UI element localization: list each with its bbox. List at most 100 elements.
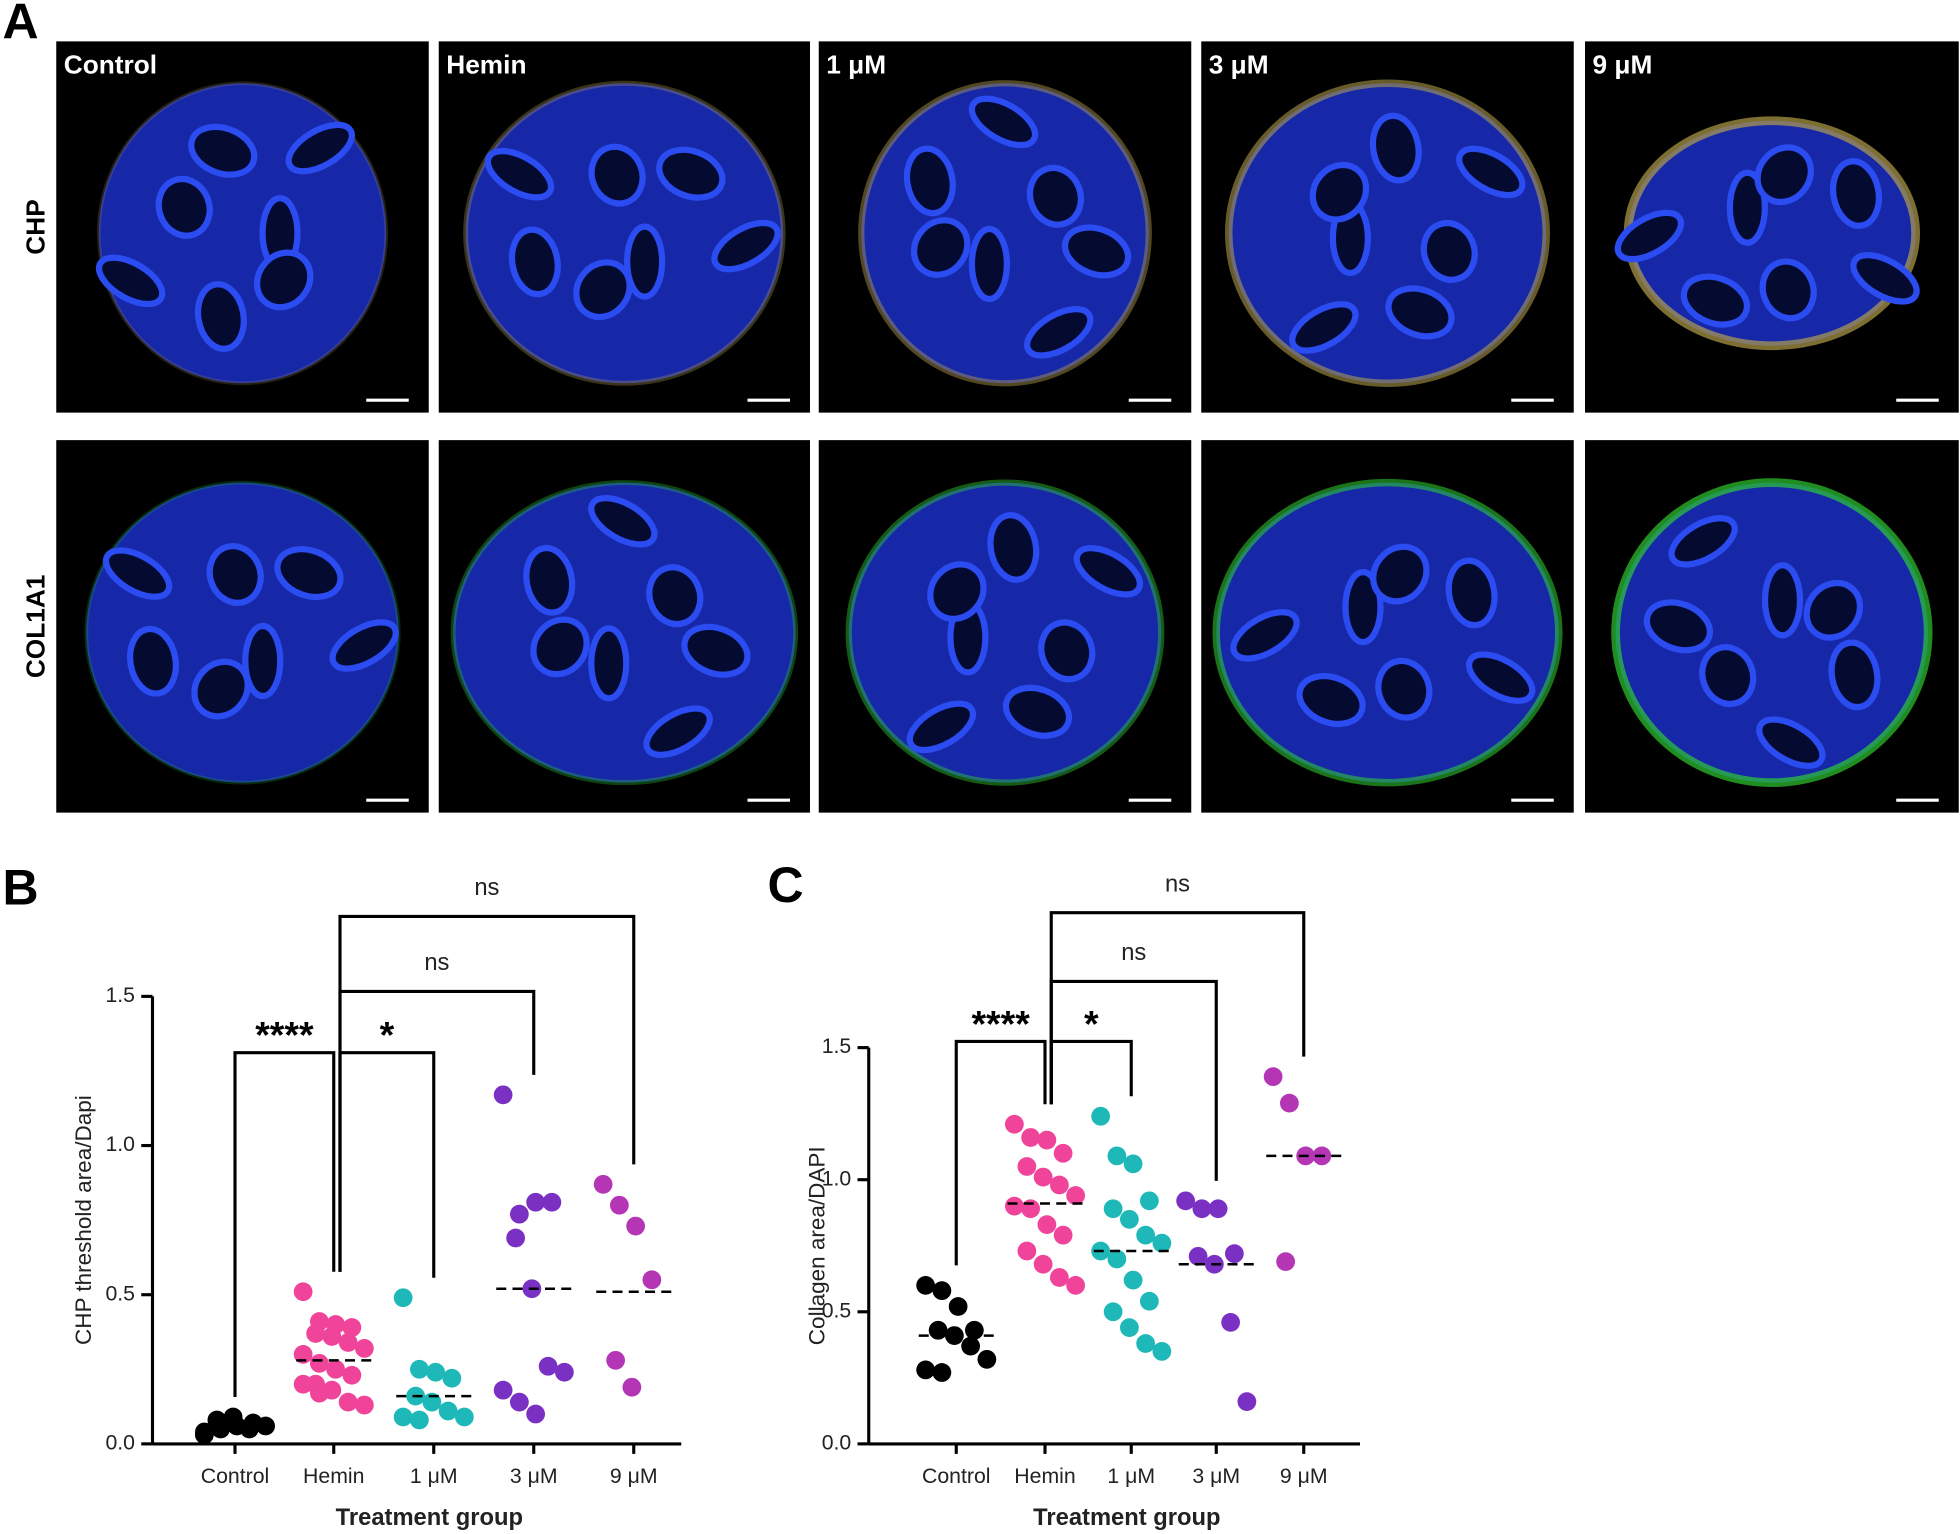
data-point [393,1407,413,1427]
x-tick-label: Control [201,1464,270,1488]
y-axis-title: Collagen area/DAPI [805,1146,830,1345]
significance-bracket [233,1051,336,1398]
x-tick-label: 9 μM [1280,1464,1328,1488]
gland [656,146,726,201]
gland [1038,619,1096,683]
data-point [1221,1312,1240,1332]
data-point [538,1356,558,1376]
x-tick-label: Hemin [1014,1464,1075,1488]
data-point [932,1363,952,1382]
data-point [410,1410,429,1430]
data-point [1021,1128,1040,1147]
gland [711,219,781,273]
gland [643,705,713,758]
data-point [1136,1334,1155,1353]
data-point [626,1216,645,1236]
data-point [1225,1244,1244,1264]
data-point [526,1192,545,1212]
gland [329,619,399,672]
gland [95,254,166,308]
gland [1370,543,1430,605]
panel-letter: A [3,0,39,49]
significance-bracket [1049,911,1306,1105]
x-tick-label: 3 μM [510,1464,558,1488]
data-point [338,1333,358,1352]
gland [1456,145,1526,199]
column-label: 3 μM [1209,49,1269,79]
data-point [542,1192,562,1212]
significance-bracket [338,914,636,1272]
data-point [526,1404,545,1424]
data-point [1140,1291,1159,1311]
gland [1754,144,1814,206]
x-axis-title: Treatment group [1033,1504,1220,1531]
data-point [606,1350,625,1370]
data-point [1017,1241,1037,1261]
gland [1369,112,1422,184]
gland [155,175,213,239]
significance-label: * [380,1014,395,1056]
significance-bracket [1049,979,1218,1181]
gland [927,561,987,623]
x-tick-label: 1 μM [410,1464,458,1488]
gland [1002,684,1073,739]
data-point [948,1297,968,1316]
data-point [1136,1225,1155,1245]
data-point [593,1174,613,1194]
data-point [1037,1130,1057,1150]
gland [1668,515,1738,568]
data-point [1192,1199,1212,1219]
data-point [355,1339,374,1358]
gland [1289,301,1359,354]
x-tick-label: 1 μM [1107,1464,1155,1488]
data-point [1037,1215,1057,1234]
gland [1385,285,1455,340]
gland [1465,651,1536,704]
data-point [326,1359,345,1379]
gland [1756,716,1826,769]
gland [968,95,1039,149]
gland [1309,161,1370,223]
gland [508,226,561,298]
data-point [1005,1196,1024,1216]
gland [646,564,704,628]
data-point [1066,1276,1085,1295]
data-point [310,1353,329,1373]
data-point [1208,1199,1228,1219]
gland [1850,252,1920,305]
significance-bracket [338,989,536,1272]
data-point [1107,1146,1127,1166]
data-point [932,1281,952,1301]
data-point [1140,1191,1159,1211]
gland [968,225,1011,303]
gland [191,658,251,720]
data-point [1053,1225,1073,1245]
significance-bracket [954,1039,1047,1266]
gland [1803,579,1864,641]
gland [242,622,284,700]
gland [1024,306,1094,359]
data-point [422,1392,442,1412]
data-point [410,1359,429,1379]
gland [588,143,646,207]
panel-letter: B [3,860,39,916]
significance-bracket [1049,1039,1133,1105]
significance-label: ns [1121,939,1146,966]
data-point [426,1362,445,1382]
data-point [1021,1199,1040,1219]
gland [274,546,344,601]
data-point [1103,1302,1123,1322]
data-point [493,1085,513,1105]
gland [102,547,173,600]
y-tick-label: 0.0 [822,1430,852,1454]
data-point [1280,1093,1299,1113]
data-point [1188,1246,1208,1266]
gland [1699,644,1757,708]
gland [1680,273,1751,328]
data-point [510,1392,529,1412]
data-point [493,1380,513,1400]
data-point [211,1413,230,1433]
data-point [1066,1186,1085,1205]
significance-label: ns [474,874,499,901]
data-point [506,1228,525,1248]
